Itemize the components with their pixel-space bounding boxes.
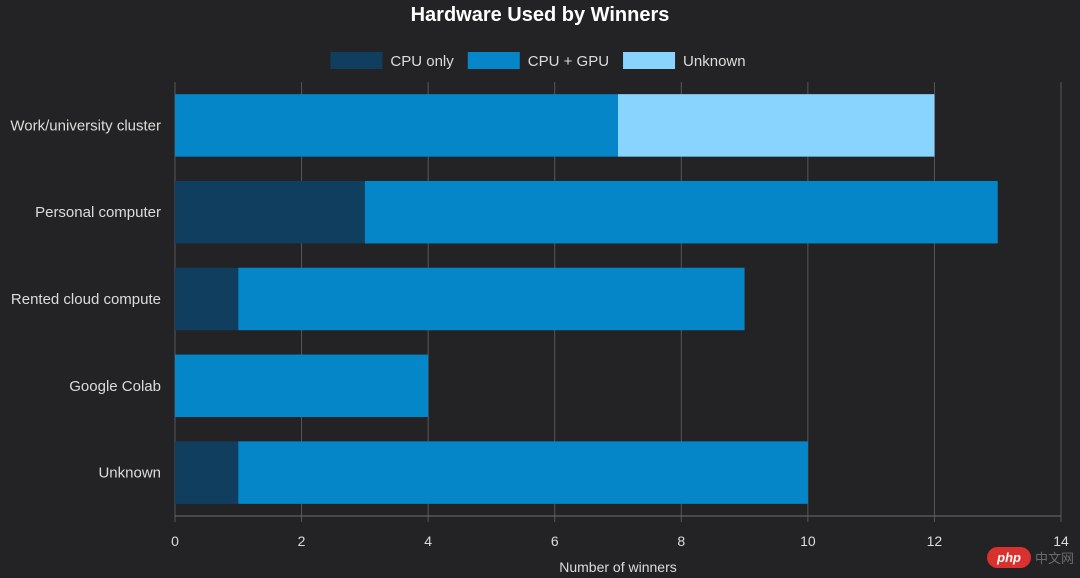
category-label-1: Personal computer — [35, 204, 161, 221]
x-tick-label-3: 6 — [551, 533, 559, 549]
bar-2-series-1 — [238, 267, 745, 331]
category-label-3: Google Colab — [69, 378, 161, 395]
legend-swatch-0 — [330, 52, 383, 69]
bar-4-series-1 — [238, 441, 808, 504]
bar-1-series-1 — [364, 180, 998, 244]
chart-title: Hardware Used by Winners — [411, 4, 670, 26]
category-label-0: Work/university cluster — [10, 117, 161, 134]
bars — [175, 94, 998, 504]
watermark-text: 中文网 — [1034, 551, 1074, 566]
x-tick-label-0: 0 — [171, 533, 179, 549]
bar-2-series-0 — [175, 267, 239, 331]
bar-1-series-0 — [175, 180, 365, 244]
watermark-logo: php — [987, 547, 1031, 568]
bar-0-series-1 — [175, 94, 618, 157]
x-tick-label-1: 2 — [298, 533, 306, 549]
x-tick-label-2: 4 — [424, 533, 432, 549]
watermark: php 中文网 — [987, 547, 1074, 568]
bar-4-series-0 — [175, 441, 239, 504]
category-labels: Work/university cluster Personal computer… — [10, 117, 161, 481]
legend-swatch-1 — [467, 52, 520, 69]
x-tick-label-4: 8 — [677, 533, 685, 549]
x-tick-label-5: 10 — [800, 533, 816, 549]
category-label-2: Rented cloud compute — [11, 291, 161, 308]
bar-3-series-1 — [175, 354, 429, 418]
legend-label-2: Unknown — [683, 53, 746, 70]
legend-item-2: Unknown — [623, 52, 746, 70]
legend: CPU only CPU + GPU Unknown — [330, 52, 746, 70]
legend-label-1: CPU + GPU — [528, 53, 609, 70]
bar-0-series-2 — [618, 94, 935, 157]
legend-item-0: CPU only — [330, 52, 454, 70]
legend-label-0: CPU only — [390, 53, 454, 70]
category-label-4: Unknown — [98, 465, 161, 482]
x-tick-label-6: 12 — [927, 533, 943, 549]
legend-swatch-2 — [623, 52, 676, 69]
x-axis-title: Number of winners — [559, 559, 677, 575]
legend-item-1: CPU + GPU — [467, 52, 609, 70]
x-tick-label-7: 14 — [1053, 533, 1069, 549]
x-tick-labels: 0 2 4 6 8 10 12 14 — [171, 533, 1069, 549]
